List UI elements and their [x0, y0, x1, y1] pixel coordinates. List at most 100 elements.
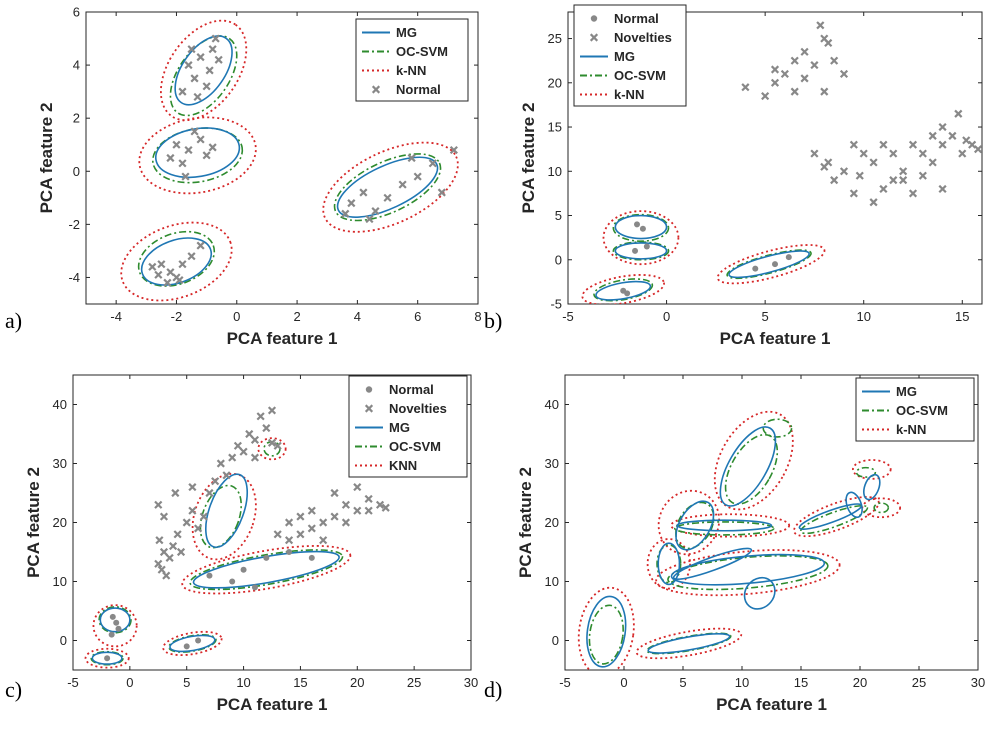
point-novelties-x — [284, 518, 294, 527]
y-tick-label: 40 — [53, 397, 67, 412]
point-normal-x — [187, 45, 196, 54]
y-tick-label: -2 — [68, 217, 80, 232]
point-normal-dot — [634, 221, 640, 228]
x-tick-label: 30 — [464, 675, 478, 690]
region-mg-contour — [336, 156, 439, 218]
region-knn-contour — [713, 410, 794, 511]
point-novelties-x — [816, 21, 825, 30]
point-normal-dot — [624, 290, 631, 297]
y-tick-label: 20 — [545, 515, 559, 530]
region-ocsvm-contour — [98, 606, 132, 634]
point-novelties-x — [330, 512, 339, 521]
legend: MG OC-SVM k-NN — [855, 377, 975, 442]
region-mg-contour — [719, 426, 777, 507]
x-tick-label: 0 — [620, 675, 627, 690]
region-ocsvm-contour — [137, 230, 216, 287]
region-mg-contour — [675, 500, 715, 551]
point-novelties-x — [273, 530, 282, 539]
y-tick-label: 25 — [548, 31, 562, 46]
point-normal-x — [371, 207, 380, 216]
y-tick-label: 6 — [73, 5, 80, 20]
region-knn-contour — [92, 604, 138, 648]
point-normal-x — [148, 262, 157, 271]
point-novelties-x — [938, 122, 947, 132]
point-normal-dot — [643, 243, 650, 250]
point-normal-dot — [183, 643, 190, 650]
point-normal-dot — [263, 554, 270, 561]
point-novelties-x — [233, 441, 242, 450]
legend-swatch-x — [364, 404, 374, 413]
point-normal-dot — [229, 578, 236, 585]
point-normal-dot — [785, 254, 792, 261]
point-novelties-x — [267, 438, 277, 447]
y-tick-label: -4 — [68, 270, 80, 285]
point-normal-dot — [286, 549, 293, 555]
region-mg-contour — [672, 547, 753, 580]
legend-label: Normal — [389, 382, 434, 397]
x-tick-label: -5 — [67, 675, 79, 690]
region-mg-contour — [647, 633, 731, 654]
legend-label: k-NN — [896, 422, 926, 437]
x-tick-label: 15 — [955, 309, 969, 324]
point-normal-x — [178, 159, 187, 168]
region-mg-contour — [154, 127, 241, 179]
x-tick-label: 0 — [126, 675, 133, 690]
x-tick-label: 2 — [293, 309, 300, 324]
point-normal-x — [407, 153, 416, 163]
point-novelties-x — [364, 506, 373, 515]
y-tick-label: 20 — [548, 75, 562, 90]
region-ocsvm-contour — [169, 35, 238, 117]
region-knn-contour — [162, 630, 223, 657]
point-novelties-x — [162, 571, 171, 580]
legend-label: Normal — [396, 82, 441, 97]
region-knn-contour — [635, 627, 743, 660]
legend-label: k-NN — [614, 87, 644, 102]
point-novelties-x — [188, 506, 197, 515]
point-novelties-x — [154, 559, 163, 568]
point-normal-dot — [108, 631, 115, 638]
region-knn-contour — [138, 116, 257, 195]
point-novelties-x — [194, 524, 203, 533]
y-axis-label: PCA feature 2 — [516, 467, 535, 578]
point-novelties-x — [353, 506, 362, 515]
point-normal-dot — [206, 572, 213, 579]
legend: Normal Novelties MG OC-SVM KNN — [348, 375, 468, 478]
region-mg-contour — [614, 214, 668, 240]
point-novelties-x — [307, 506, 316, 515]
point-novelties-x — [869, 158, 878, 167]
y-tick-label: 0 — [60, 633, 67, 648]
legend: Normal Novelties MG OC-SVM k-NN — [573, 4, 687, 107]
point-normal-x — [196, 241, 205, 250]
region-knn-contour — [852, 459, 892, 480]
point-novelties-x — [780, 69, 789, 79]
point-novelties-x — [938, 140, 947, 149]
point-novelties-x — [319, 536, 328, 545]
region-mg-contour — [676, 519, 773, 532]
region-ocsvm-contour — [667, 555, 829, 591]
point-normal-dot — [113, 619, 120, 626]
point-normal-x — [347, 199, 356, 208]
region-mg-contour — [595, 280, 652, 301]
point-novelties-x — [205, 488, 214, 498]
point-novelties-x — [159, 547, 169, 557]
y-axis-label: PCA feature 2 — [24, 467, 43, 578]
legend-label: MG — [396, 25, 417, 40]
x-tick-label: 0 — [663, 309, 670, 324]
legend-label: Novelties — [614, 30, 672, 45]
region-knn-contour — [84, 647, 130, 669]
point-novelties-x — [188, 483, 197, 492]
point-normal-x — [181, 172, 190, 181]
y-tick-label: 10 — [545, 574, 559, 589]
point-normal-x — [359, 188, 368, 197]
x-tick-label: 5 — [183, 675, 190, 690]
legend-label: MG — [389, 420, 410, 435]
y-tick-label: 40 — [545, 397, 559, 412]
point-normal-x — [211, 34, 220, 43]
point-normal-x — [187, 252, 196, 261]
point-novelties-x — [830, 56, 839, 65]
point-novelties-x — [973, 145, 982, 154]
x-tick-label: 10 — [236, 675, 250, 690]
legend-label: OC-SVM — [614, 68, 666, 83]
point-novelties-x — [159, 512, 169, 521]
region-mg-contour — [743, 576, 776, 610]
